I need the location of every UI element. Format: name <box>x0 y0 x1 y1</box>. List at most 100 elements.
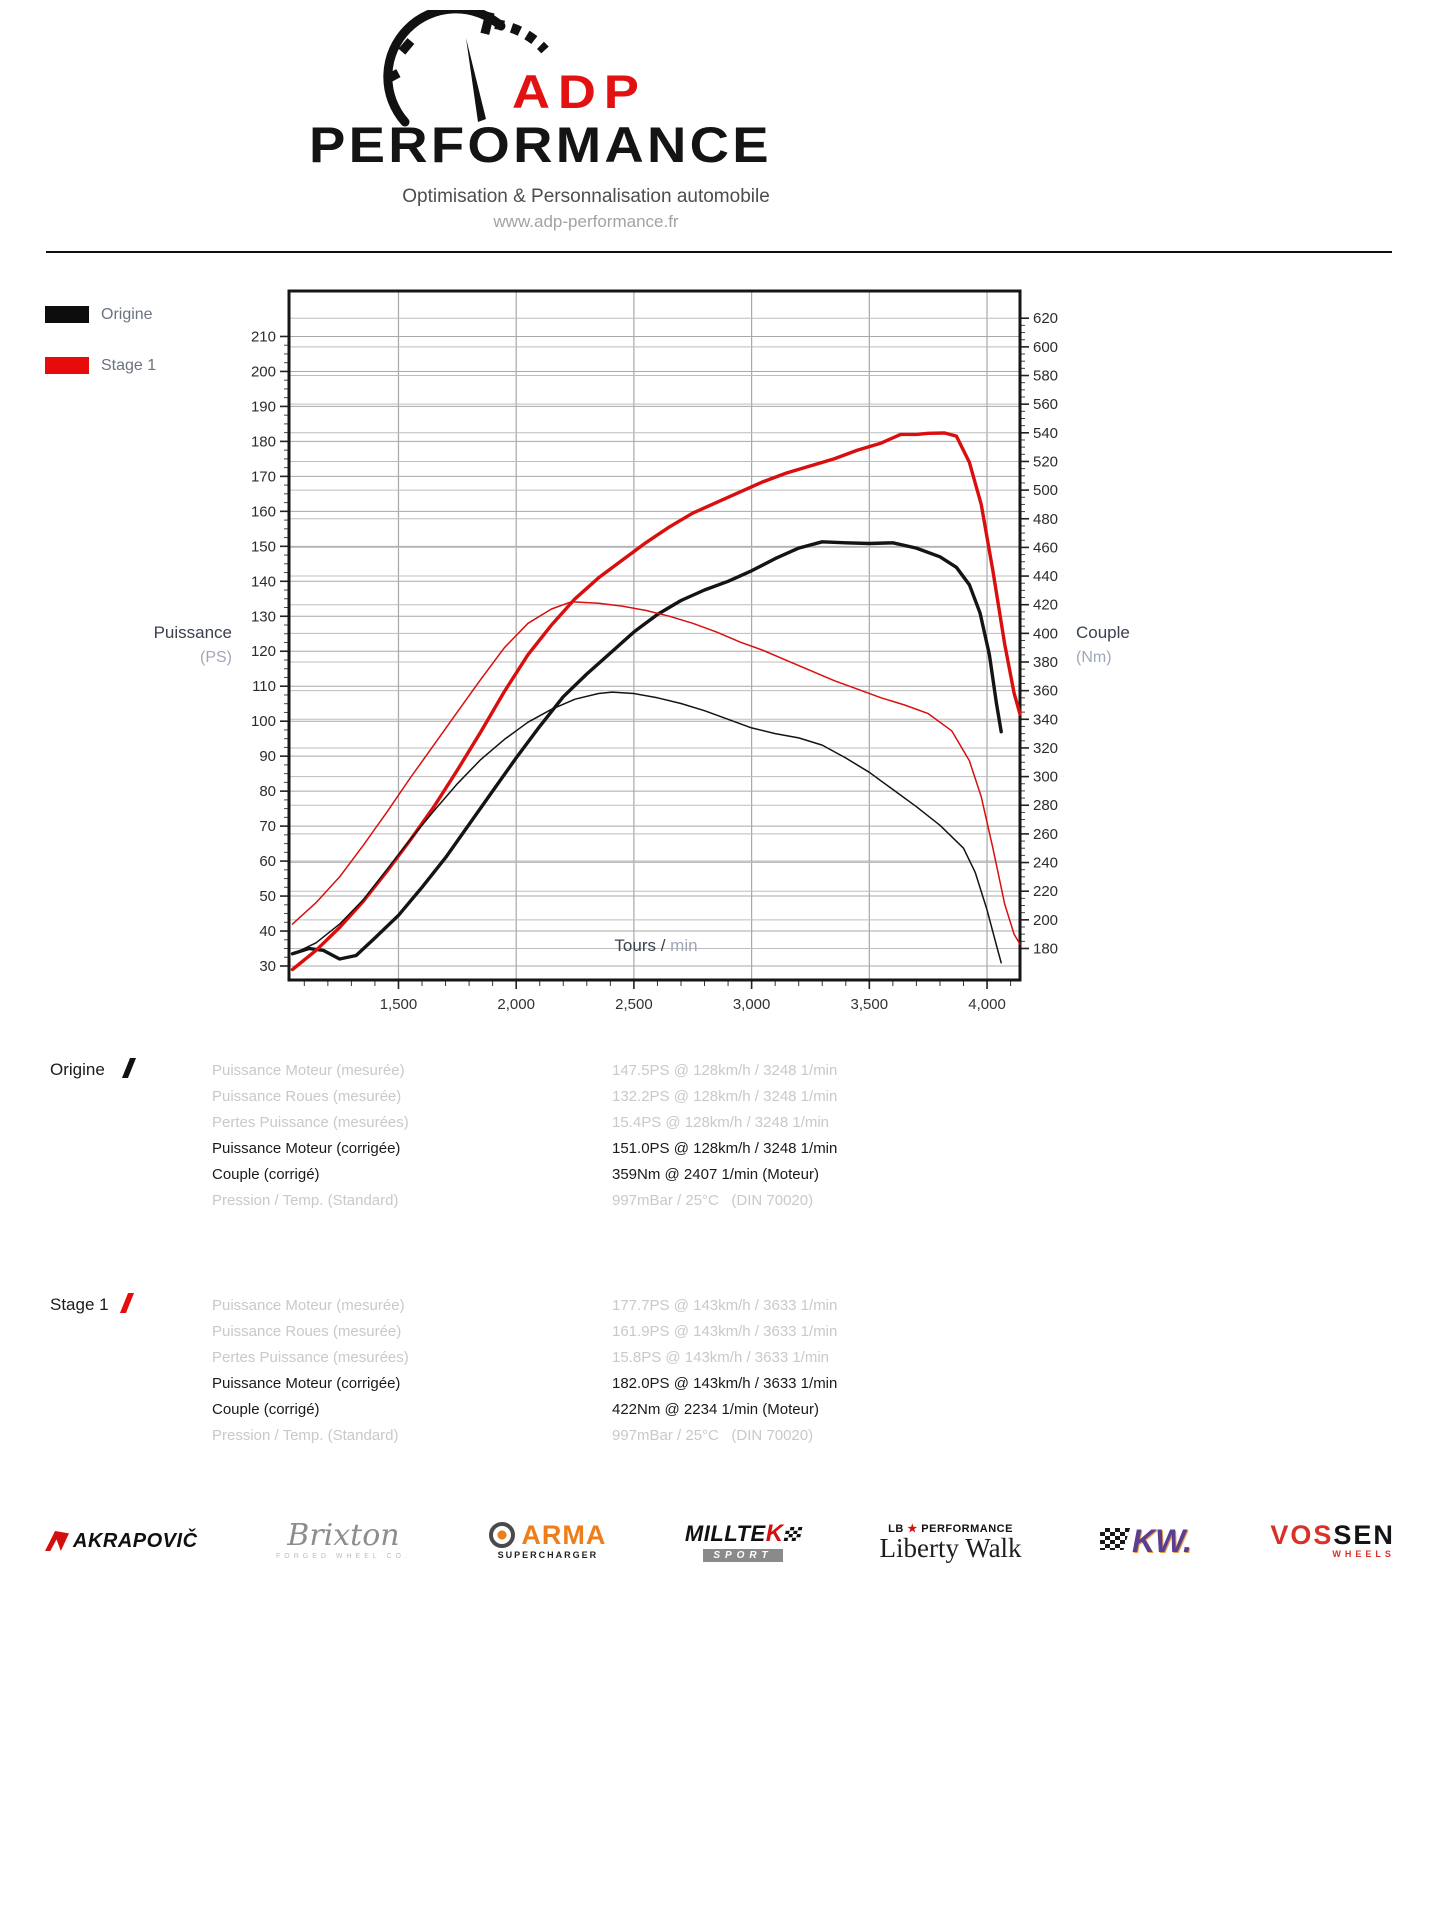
result-row: Puissance Moteur (corrigée) 182.0PS @ 143… <box>212 1371 1212 1397</box>
dyno-chart: 210 200 190 180 170 160 150 140 130 120 110 100 90 80… <box>154 289 1130 1013</box>
brand-logo-kw: KW. <box>1100 1525 1192 1557</box>
kw-checkered-flag-icon <box>1100 1528 1131 1550</box>
brand-logo-brixton: Brixton FORGED WHEEL CO. <box>276 1517 411 1560</box>
origine-slash-icon <box>121 1058 137 1078</box>
result-row-value: 151.0PS @ 128km/h / 3248 1/min <box>612 1140 838 1157</box>
svg-text:130: 130 <box>251 608 276 625</box>
result-row-value: 132.2PS @ 128km/h / 3248 1/min <box>612 1088 838 1105</box>
result-row: Pertes Puissance (mesurées) 15.8PS @ 143k… <box>212 1345 1212 1371</box>
svg-text:50: 50 <box>259 888 276 905</box>
svg-text:580: 580 <box>1033 368 1058 385</box>
liberty-walk-star-icon: ★ <box>907 1522 918 1535</box>
svg-text:480: 480 <box>1033 511 1058 528</box>
svg-text:100: 100 <box>251 713 276 730</box>
result-row-label: Pression / Temp. (Standard) <box>212 1192 399 1209</box>
partner-logos-bar: AKRAPOVIČ Brixton FORGED WHEEL CO. ARMA … <box>0 1505 1440 1577</box>
result-row: Puissance Moteur (mesurée) 147.5PS @ 128k… <box>212 1058 1212 1084</box>
svg-text:160: 160 <box>251 503 276 520</box>
result-row-value: 147.5PS @ 128km/h / 3248 1/min <box>612 1062 838 1079</box>
brand-logo-arma: ARMA SUPERCHARGER <box>489 1522 606 1560</box>
result-row-label: Puissance Moteur (corrigée) <box>212 1375 401 1392</box>
svg-text:260: 260 <box>1033 826 1058 843</box>
result-row: Couple (corrigé) 422Nm @ 2234 1/min (Mote… <box>212 1397 1212 1423</box>
brand-name-performance: PERFORMANCE <box>309 117 772 173</box>
brand-logo-vossen: VOSSEN WHEELS <box>1270 1520 1395 1560</box>
svg-text:Couple: Couple <box>1076 623 1130 642</box>
svg-text:60: 60 <box>259 853 276 870</box>
result-row-label: Puissance Roues (mesurée) <box>212 1323 402 1340</box>
result-row: Puissance Moteur (mesurée) 177.7PS @ 143k… <box>212 1293 1212 1319</box>
result-row: Puissance Roues (mesurée) 161.9PS @ 143km… <box>212 1319 1212 1345</box>
svg-text:240: 240 <box>1033 855 1058 872</box>
result-row: Puissance Moteur (corrigée) 151.0PS @ 128… <box>212 1136 1212 1162</box>
results-title-stage1: Stage 1 <box>50 1295 109 1314</box>
svg-text:620: 620 <box>1033 310 1058 327</box>
svg-text:340: 340 <box>1033 711 1058 728</box>
milltek-checkered-flag-icon <box>783 1527 803 1541</box>
svg-text:80: 80 <box>259 783 276 800</box>
result-row: Couple (corrigé) 359Nm @ 2407 1/min (Mote… <box>212 1162 1212 1188</box>
svg-text:Puissance: Puissance <box>154 623 232 642</box>
svg-text:320: 320 <box>1033 740 1058 757</box>
svg-text:360: 360 <box>1033 683 1058 700</box>
svg-text:120: 120 <box>251 643 276 660</box>
result-row-label: Pertes Puissance (mesurées) <box>212 1114 409 1131</box>
brand-name-adp: ADP <box>512 65 647 118</box>
legend-swatch-origine <box>45 306 89 323</box>
svg-text:170: 170 <box>251 468 276 485</box>
svg-text:Tours / min: Tours / min <box>614 936 697 955</box>
brand-logo-milltek: MILLTE K SPORT <box>685 1520 803 1562</box>
legend-swatch-stage1 <box>45 357 89 374</box>
result-row-label: Pression / Temp. (Standard) <box>212 1427 399 1444</box>
svg-text:2,000: 2,000 <box>497 996 535 1013</box>
legend-label-stage1: Stage 1 <box>101 357 157 374</box>
result-row-value: 182.0PS @ 143km/h / 3633 1/min <box>612 1375 838 1392</box>
svg-text:540: 540 <box>1033 425 1058 442</box>
result-row-value: 15.8PS @ 143km/h / 3633 1/min <box>612 1349 830 1366</box>
result-row-value: 177.7PS @ 143km/h / 3633 1/min <box>612 1297 838 1314</box>
svg-text:210: 210 <box>251 328 276 345</box>
svg-text:3,500: 3,500 <box>851 996 889 1013</box>
svg-text:180: 180 <box>251 433 276 450</box>
result-row-value: 161.9PS @ 143km/h / 3633 1/min <box>612 1323 838 1340</box>
svg-text:560: 560 <box>1033 396 1058 413</box>
svg-text:(PS): (PS) <box>200 649 232 666</box>
svg-text:400: 400 <box>1033 625 1058 642</box>
svg-text:4,000: 4,000 <box>968 996 1006 1013</box>
svg-text:1,500: 1,500 <box>380 996 418 1013</box>
brand-tagline: Optimisation & Personnalisation automobi… <box>402 186 770 207</box>
svg-text:3,000: 3,000 <box>733 996 771 1013</box>
svg-text:150: 150 <box>251 538 276 555</box>
stage1-slash-icon <box>119 1293 135 1313</box>
result-row: Pression / Temp. (Standard) 997mBar / 25°… <box>212 1188 1212 1214</box>
svg-text:200: 200 <box>251 363 276 380</box>
svg-text:180: 180 <box>1033 940 1058 957</box>
results-rows-stage1: Puissance Moteur (mesurée) 177.7PS @ 143k… <box>212 1293 1212 1449</box>
result-row-value: 997mBar / 25°C (DIN 70020) <box>612 1192 814 1209</box>
result-row-label: Puissance Moteur (mesurée) <box>212 1297 405 1314</box>
svg-text:380: 380 <box>1033 654 1058 671</box>
svg-text:140: 140 <box>251 573 276 590</box>
brand-logo-liberty-walk: LB ★ PERFORMANCE Liberty Walk <box>879 1522 1022 1563</box>
svg-text:40: 40 <box>259 923 276 940</box>
header-divider <box>46 251 1392 253</box>
svg-text:440: 440 <box>1033 568 1058 585</box>
svg-text:90: 90 <box>259 748 276 765</box>
svg-text:460: 460 <box>1033 539 1058 556</box>
svg-text:110: 110 <box>252 678 276 695</box>
result-row-label: Pertes Puissance (mesurées) <box>212 1349 409 1366</box>
results-rows-origine: Puissance Moteur (mesurée) 147.5PS @ 128k… <box>212 1058 1212 1214</box>
result-row-label: Puissance Roues (mesurée) <box>212 1088 402 1105</box>
svg-text:500: 500 <box>1033 482 1058 499</box>
result-row: Puissance Roues (mesurée) 132.2PS @ 128km… <box>212 1084 1212 1110</box>
svg-text:200: 200 <box>1033 912 1058 929</box>
brand-website: www.adp-performance.fr <box>493 212 679 231</box>
svg-text:520: 520 <box>1033 453 1058 470</box>
svg-text:220: 220 <box>1033 883 1058 900</box>
speedometer-gauge-icon <box>383 10 549 127</box>
svg-text:300: 300 <box>1033 769 1058 786</box>
legend-label-origine: Origine <box>101 306 153 323</box>
svg-text:(Nm): (Nm) <box>1076 649 1112 666</box>
svg-text:190: 190 <box>251 398 276 415</box>
